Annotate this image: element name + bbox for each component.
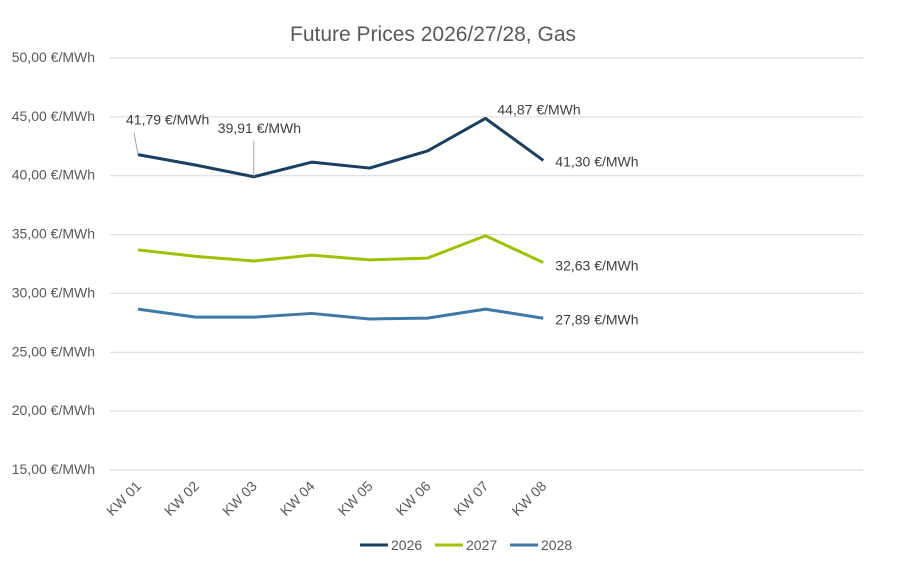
x-tick-label: KW 04: [277, 478, 318, 519]
x-tick-label: KW 07: [450, 478, 491, 519]
y-tick-label: 35,00 €/MWh: [12, 226, 95, 242]
series-line-2028: [137, 307, 544, 321]
legend-label: 2027: [466, 537, 497, 553]
legend-label: 2026: [391, 537, 422, 553]
leader-line: [133, 132, 139, 155]
data-label: 39,91 €/MWh: [218, 120, 301, 136]
x-tick-label: KW 08: [508, 478, 549, 519]
data-label: 27,89 €/MWh: [555, 311, 638, 327]
y-tick-label: 15,00 €/MWh: [12, 461, 95, 477]
y-tick-label: 30,00 €/MWh: [12, 284, 95, 300]
data-label: 41,30 €/MWh: [555, 153, 638, 169]
y-tick-label: 20,00 €/MWh: [12, 402, 95, 418]
series-line-2027: [137, 234, 544, 264]
legend-label: 2028: [541, 537, 572, 553]
data-label: 44,87 €/MWh: [497, 101, 580, 117]
y-tick-label: 50,00 €/MWh: [12, 49, 95, 65]
x-tick-label: KW 01: [103, 478, 144, 519]
y-tick-label: 25,00 €/MWh: [12, 343, 95, 359]
x-tick-label: KW 03: [219, 478, 260, 519]
y-tick-label: 45,00 €/MWh: [12, 108, 95, 124]
x-tick-label: KW 06: [393, 478, 434, 519]
chart-title: Future Prices 2026/27/28, Gas: [290, 23, 576, 46]
series-line-2026: [137, 116, 545, 179]
x-tick-label: KW 05: [335, 478, 376, 519]
data-label: 41,79 €/MWh: [126, 112, 209, 128]
data-label: 32,63 €/MWh: [555, 257, 638, 273]
x-tick-label: KW 02: [161, 478, 202, 519]
y-tick-label: 40,00 €/MWh: [12, 167, 95, 183]
